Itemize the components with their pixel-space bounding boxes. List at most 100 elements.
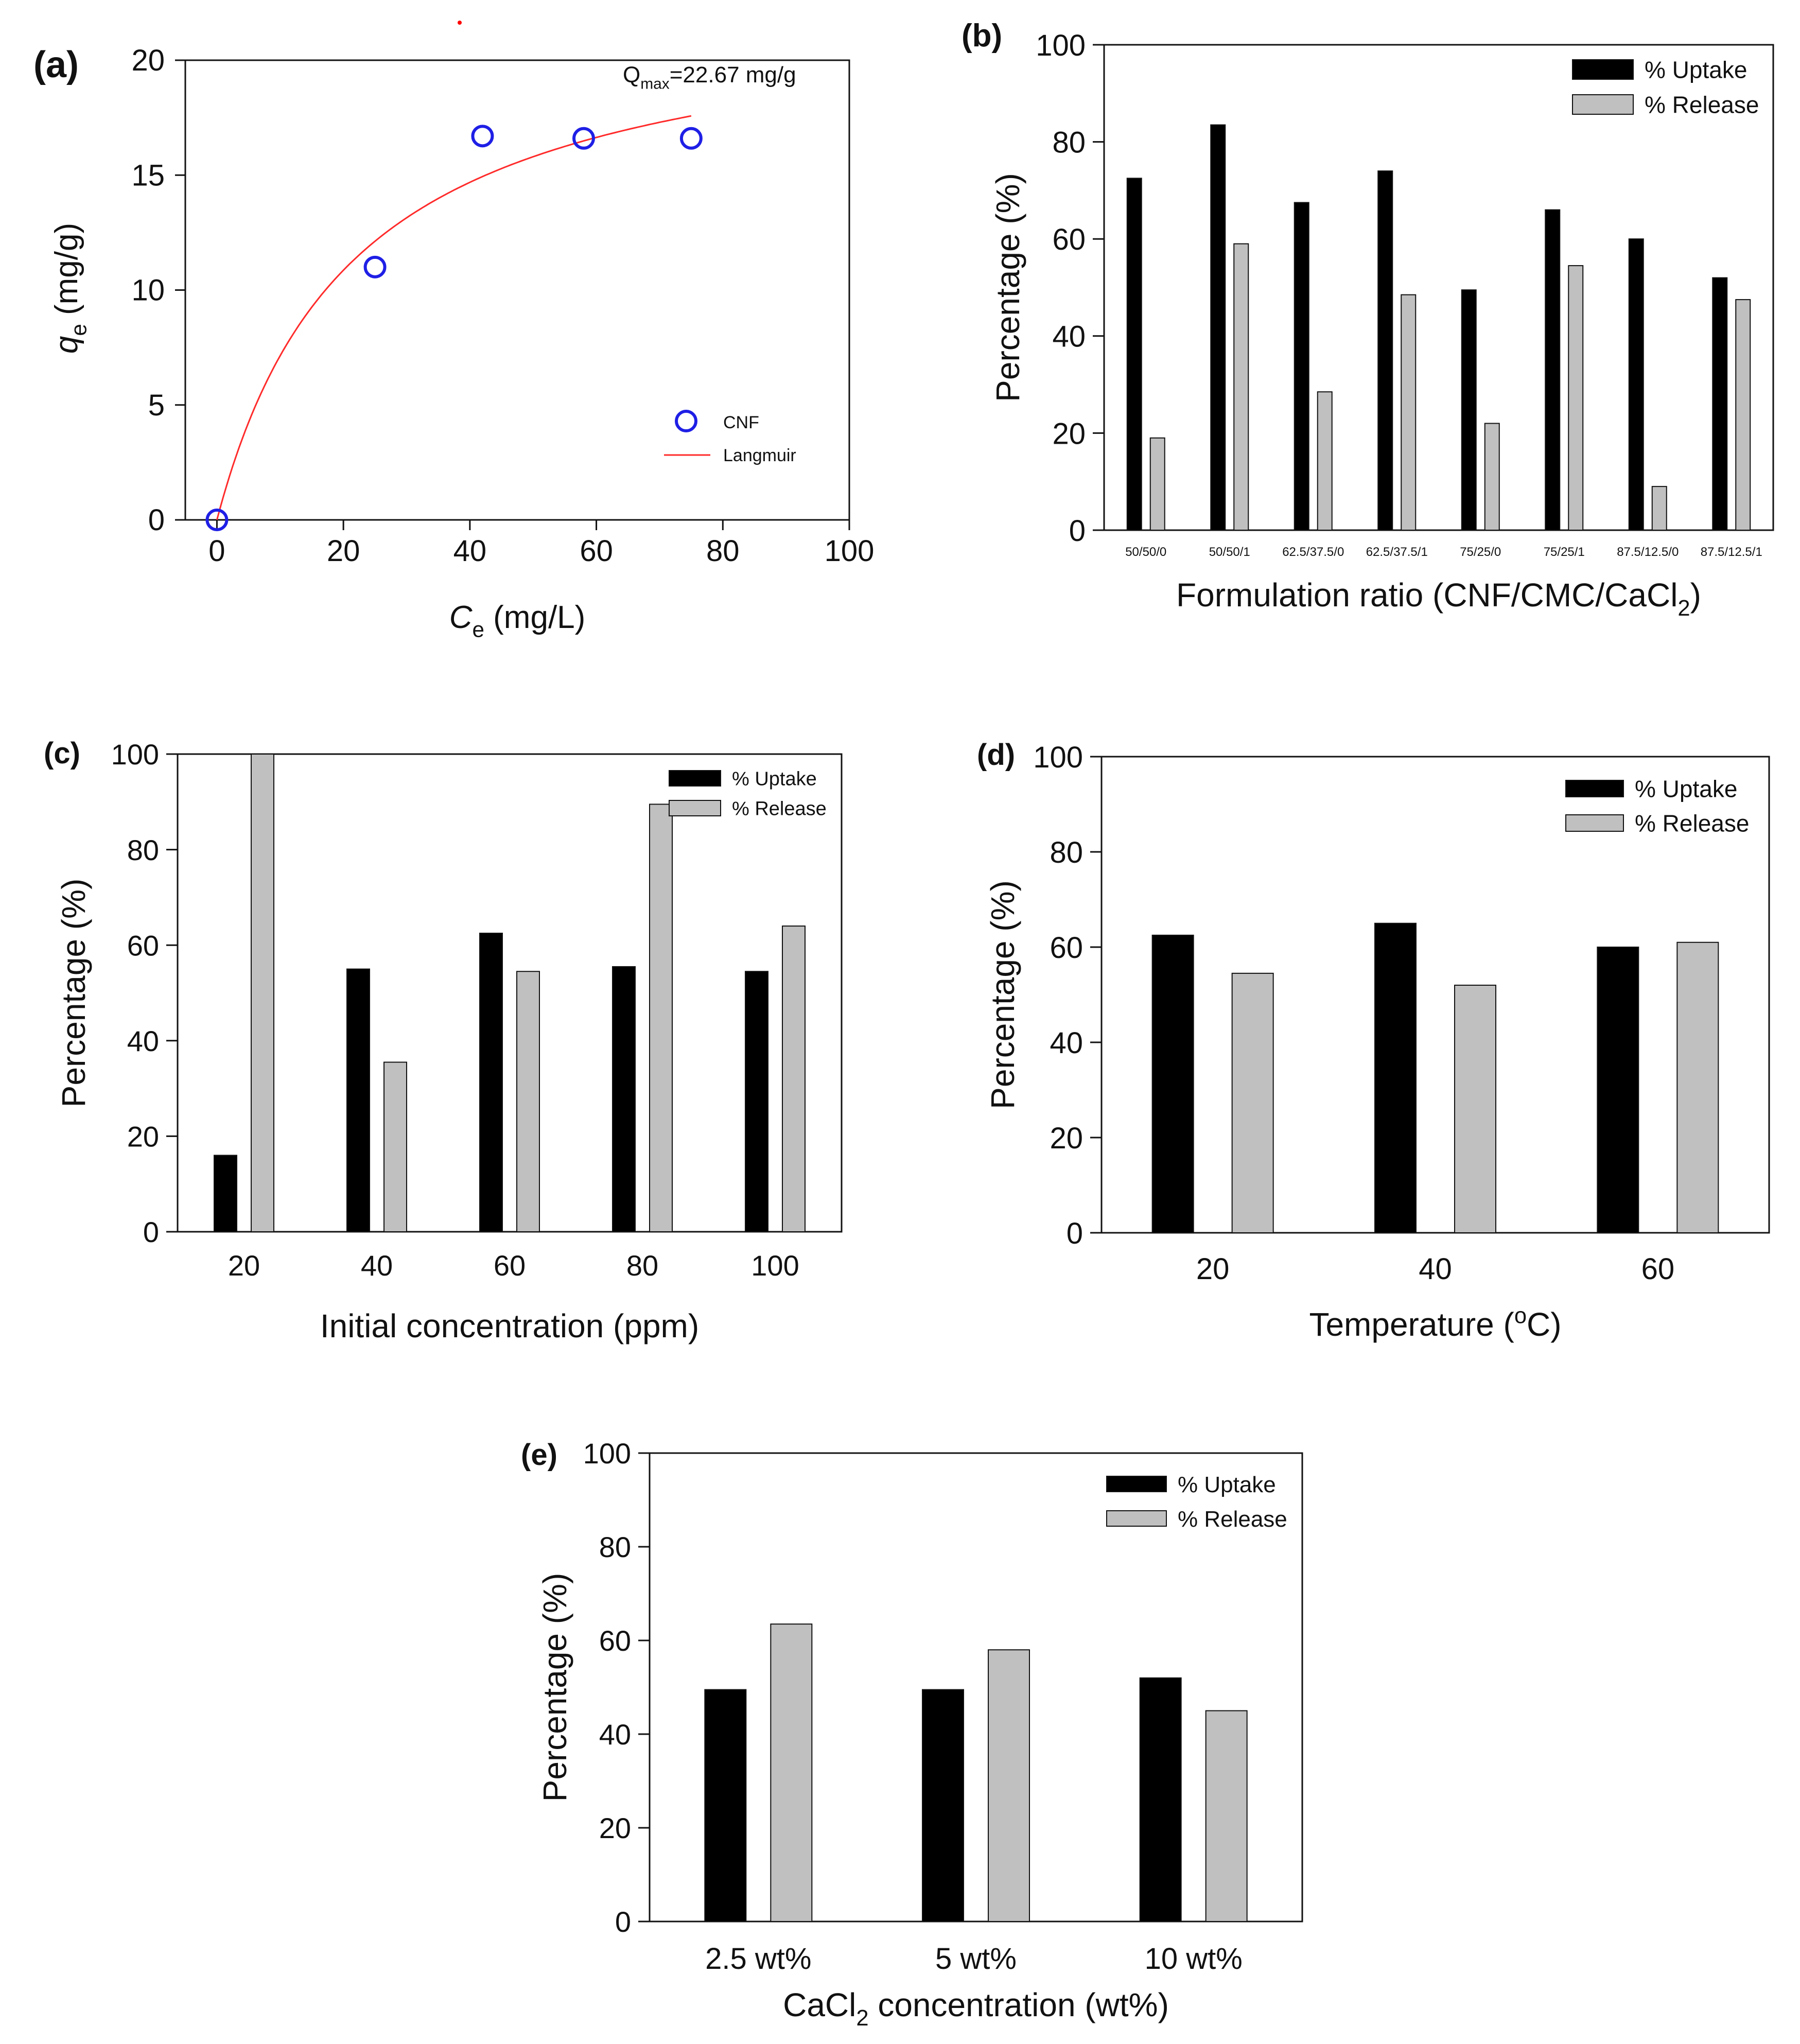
plot-frame xyxy=(177,753,843,1233)
y-tick-label: 40 xyxy=(127,1025,159,1057)
y-tick-label: 80 xyxy=(1052,126,1086,159)
bar-release xyxy=(1317,391,1333,531)
x-tick-label: 75/25/1 xyxy=(1544,545,1585,559)
bar-release xyxy=(516,971,540,1232)
x-tick-label: 50/50/0 xyxy=(1125,545,1166,559)
legend-label: % Uptake xyxy=(1635,776,1737,802)
legend-label: % Release xyxy=(732,798,827,820)
legend-label: CNF xyxy=(723,413,759,432)
y-axis-label: qe (mg/g) xyxy=(49,223,91,354)
panel-letter: (a) xyxy=(33,44,79,85)
y-axis-label: Percentage (%) xyxy=(989,173,1026,402)
bar-release xyxy=(1454,985,1496,1233)
panel-2: 0 20 40 60 80 100 20 40 60 80 100 % Uptake % Release… xyxy=(44,737,843,1344)
x-tick-label: 20 xyxy=(327,534,360,568)
qmax-annotation: Qmax=22.67 mg/g xyxy=(623,62,796,92)
x-tick-label: 50/50/1 xyxy=(1209,545,1250,559)
y-tick-label: 60 xyxy=(1050,931,1083,965)
legend-swatch xyxy=(1106,1476,1167,1492)
legend-label: % Uptake xyxy=(1178,1472,1276,1497)
y-tick-label: 20 xyxy=(1050,1122,1083,1155)
bar-uptake xyxy=(612,966,636,1232)
bar-release xyxy=(770,1623,813,1922)
bar-uptake xyxy=(346,968,370,1232)
bar-release xyxy=(1205,1710,1248,1922)
bar-uptake xyxy=(1597,947,1639,1233)
panel-1: 0 20 40 60 80 100 50/50/0 50/50/1 62.5/37.5/0 62.… xyxy=(962,18,1774,621)
x-tick-label: 60 xyxy=(580,534,613,568)
data-point xyxy=(363,255,387,278)
x-tick-label: 40 xyxy=(453,534,487,568)
bar-uptake xyxy=(1151,934,1194,1233)
bar-uptake xyxy=(1377,170,1393,531)
y-tick-label: 100 xyxy=(1033,741,1083,774)
panel-letter: (e) xyxy=(521,1438,557,1472)
y-tick-label: 0 xyxy=(1067,1217,1083,1250)
panel-3: 0 20 40 60 80 100 20 40 60 % Uptake % Release Perce… xyxy=(977,738,1770,1343)
y-tick-label: 60 xyxy=(127,929,159,962)
legend-label: % Release xyxy=(1645,92,1759,118)
x-tick-label: 62.5/37.5/1 xyxy=(1366,545,1428,559)
legend-label: % Release xyxy=(1178,1507,1287,1532)
bar-uptake xyxy=(1628,238,1644,531)
x-tick-label: 100 xyxy=(825,534,875,568)
panel-letter: (c) xyxy=(44,737,80,770)
bar-release xyxy=(782,925,806,1232)
bar-uptake xyxy=(1210,124,1226,531)
legend-label: % Uptake xyxy=(732,768,817,790)
y-tick-label: 0 xyxy=(143,1216,159,1248)
bar-uptake xyxy=(745,971,768,1232)
x-tick-label: 60 xyxy=(494,1249,526,1282)
data-point xyxy=(572,127,595,150)
legend-swatch xyxy=(1572,59,1634,80)
y-axis-label: Percentage (%) xyxy=(536,1573,573,1802)
legend-swatch xyxy=(669,770,721,787)
legend-marker xyxy=(675,410,697,432)
legend-label: % Release xyxy=(1635,810,1749,837)
x-tick-label: 62.5/37.5/0 xyxy=(1282,545,1344,559)
legend-label: % Uptake xyxy=(1645,57,1747,83)
bar-release xyxy=(251,754,274,1232)
bar-release xyxy=(383,1061,407,1233)
y-axis-label: Percentage (%) xyxy=(55,879,92,1108)
y-tick-label: 60 xyxy=(1052,223,1086,256)
y-tick-label: 20 xyxy=(127,1121,159,1153)
x-axis-label: Ce (mg/L) xyxy=(449,600,586,641)
bar-uptake xyxy=(922,1689,964,1923)
legend-swatch xyxy=(669,800,721,816)
bar-release xyxy=(1231,972,1274,1233)
y-tick-label: 20 xyxy=(599,1812,631,1844)
y-tick-label: 20 xyxy=(1052,417,1086,450)
plot-frame xyxy=(649,1452,1303,1923)
bar-uptake xyxy=(1139,1677,1182,1923)
x-tick-label: 80 xyxy=(626,1249,658,1282)
panel-letter: (b) xyxy=(962,18,1002,54)
bar-release xyxy=(1149,437,1165,531)
y-tick-label: 80 xyxy=(1050,836,1083,869)
bar-release xyxy=(1676,941,1719,1233)
bar-uptake xyxy=(479,933,503,1232)
panel-4: 0 20 40 60 80 100 2.5 wt% 5 wt% 10 wt% % Uptake % … xyxy=(521,1437,1303,2031)
bar-uptake xyxy=(1294,202,1309,531)
data-point xyxy=(679,127,703,150)
x-tick-label: 87.5/12.5/1 xyxy=(1701,545,1762,559)
y-tick-label: 100 xyxy=(583,1437,631,1470)
legend-swatch xyxy=(1565,814,1624,832)
stray-mark xyxy=(458,21,462,25)
x-tick-label: 2.5 wt% xyxy=(705,1942,811,1976)
legend-label: Langmuir xyxy=(723,446,796,465)
legend-swatch xyxy=(1572,94,1634,115)
y-tick-label: 40 xyxy=(1050,1026,1083,1060)
bar-uptake xyxy=(1712,277,1728,531)
y-tick-label: 10 xyxy=(131,274,165,307)
panel-letter: (d) xyxy=(977,738,1015,772)
x-tick-label: 20 xyxy=(228,1249,260,1282)
x-tick-label: 5 wt% xyxy=(935,1942,1017,1976)
y-tick-label: 60 xyxy=(599,1624,631,1657)
y-tick-label: 100 xyxy=(1036,29,1086,62)
plot-frame xyxy=(1103,44,1774,531)
bar-release xyxy=(1401,294,1417,531)
bar-uptake xyxy=(1545,209,1561,531)
legend-swatch xyxy=(1106,1510,1167,1527)
